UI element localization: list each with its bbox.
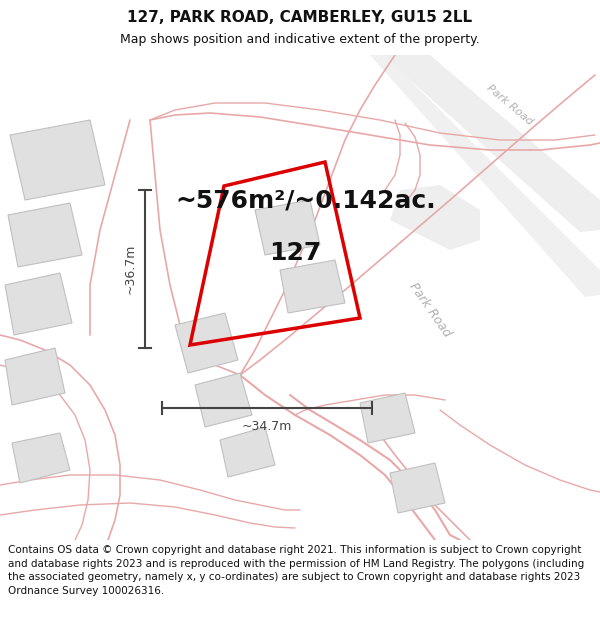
Text: ~36.7m: ~36.7m <box>124 244 137 294</box>
Text: 127, PARK ROAD, CAMBERLEY, GU15 2LL: 127, PARK ROAD, CAMBERLEY, GU15 2LL <box>127 9 473 24</box>
Text: 127: 127 <box>269 241 321 265</box>
Polygon shape <box>195 373 252 427</box>
Polygon shape <box>255 200 320 255</box>
Text: Contains OS data © Crown copyright and database right 2021. This information is : Contains OS data © Crown copyright and d… <box>8 545 584 596</box>
Polygon shape <box>350 55 600 297</box>
Polygon shape <box>5 273 72 335</box>
Text: ~576m²/~0.142ac.: ~576m²/~0.142ac. <box>175 188 436 212</box>
Text: ~34.7m: ~34.7m <box>242 420 292 433</box>
Polygon shape <box>12 433 70 483</box>
Polygon shape <box>220 427 275 477</box>
Polygon shape <box>390 463 445 513</box>
Polygon shape <box>8 203 82 267</box>
Polygon shape <box>280 260 345 313</box>
Polygon shape <box>175 313 238 373</box>
Polygon shape <box>380 55 600 232</box>
Polygon shape <box>10 120 105 200</box>
Polygon shape <box>360 393 415 443</box>
Text: Park Road: Park Road <box>485 83 535 127</box>
Polygon shape <box>5 348 65 405</box>
Text: Park Road: Park Road <box>407 281 454 339</box>
Polygon shape <box>390 185 480 250</box>
Text: Map shows position and indicative extent of the property.: Map shows position and indicative extent… <box>120 32 480 46</box>
